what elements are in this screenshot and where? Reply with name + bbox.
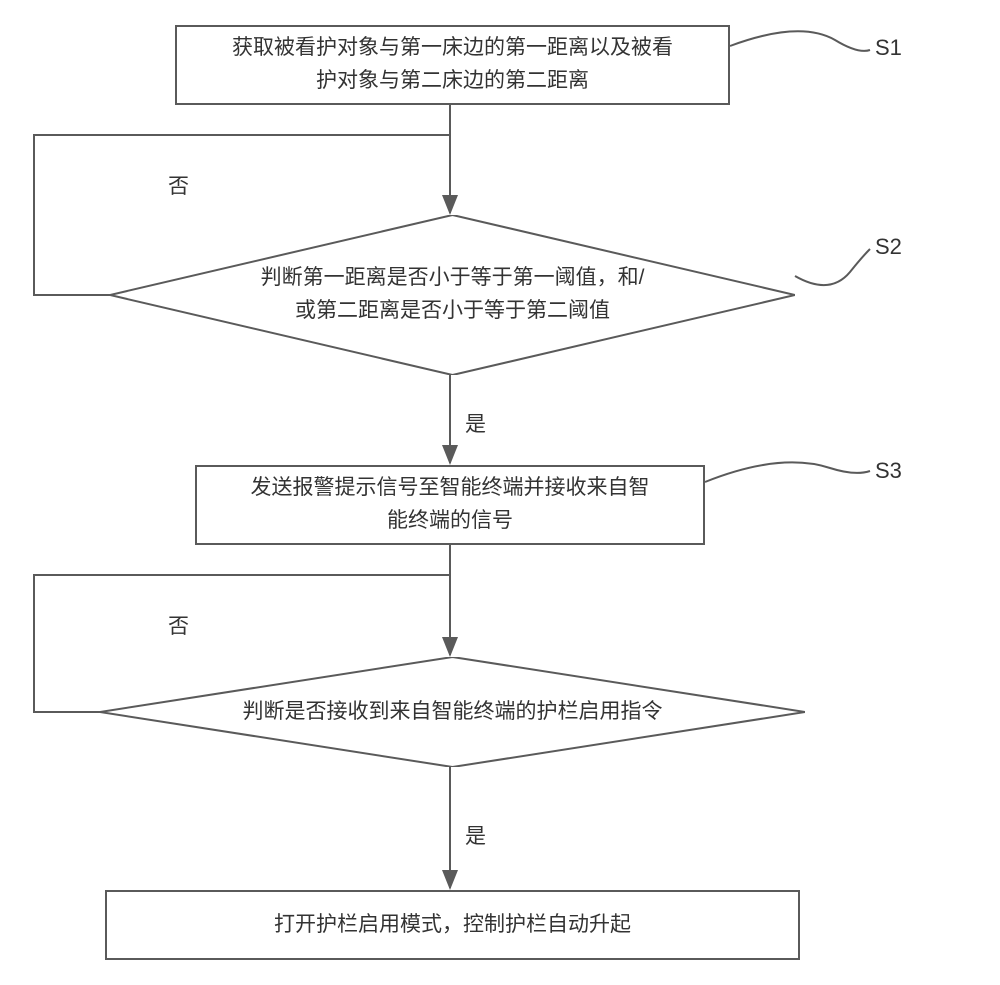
label-s3: S3	[875, 458, 902, 484]
decision-s2: 判断第一距离是否小于等于第一阈值，和/或第二距离是否小于等于第二阈值	[110, 215, 795, 375]
step-s5-text: 打开护栏启用模式，控制护栏自动升起	[274, 909, 631, 942]
decision-s4: 判断是否接收到来自智能终端的护栏启用指令	[100, 657, 805, 767]
step-s1-box: 获取被看护对象与第一床边的第一距离以及被看护对象与第二床边的第二距离	[175, 25, 730, 105]
step-s3-text: 发送报警提示信号至智能终端并接收来自智能终端的信号	[251, 472, 650, 537]
label-s2: S2	[875, 234, 902, 260]
flowchart-canvas: 获取被看护对象与第一床边的第一距离以及被看护对象与第二床边的第二距离 发送报警提…	[0, 0, 1000, 985]
step-s5-box: 打开护栏启用模式，控制护栏自动升起	[105, 890, 800, 960]
edge-no-1: 否	[168, 170, 189, 200]
edge-yes-2: 是	[465, 820, 486, 850]
label-s1: S1	[875, 35, 902, 61]
edge-yes-1: 是	[465, 408, 486, 438]
decision-s4-text: 判断是否接收到来自智能终端的护栏启用指令	[153, 696, 753, 729]
edge-no-2: 否	[168, 610, 189, 640]
step-s1-text: 获取被看护对象与第一床边的第一距离以及被看护对象与第二床边的第二距离	[232, 32, 673, 97]
decision-s2-text: 判断第一距离是否小于等于第一阈值，和/或第二距离是否小于等于第二阈值	[191, 262, 715, 327]
step-s3-box: 发送报警提示信号至智能终端并接收来自智能终端的信号	[195, 465, 705, 545]
